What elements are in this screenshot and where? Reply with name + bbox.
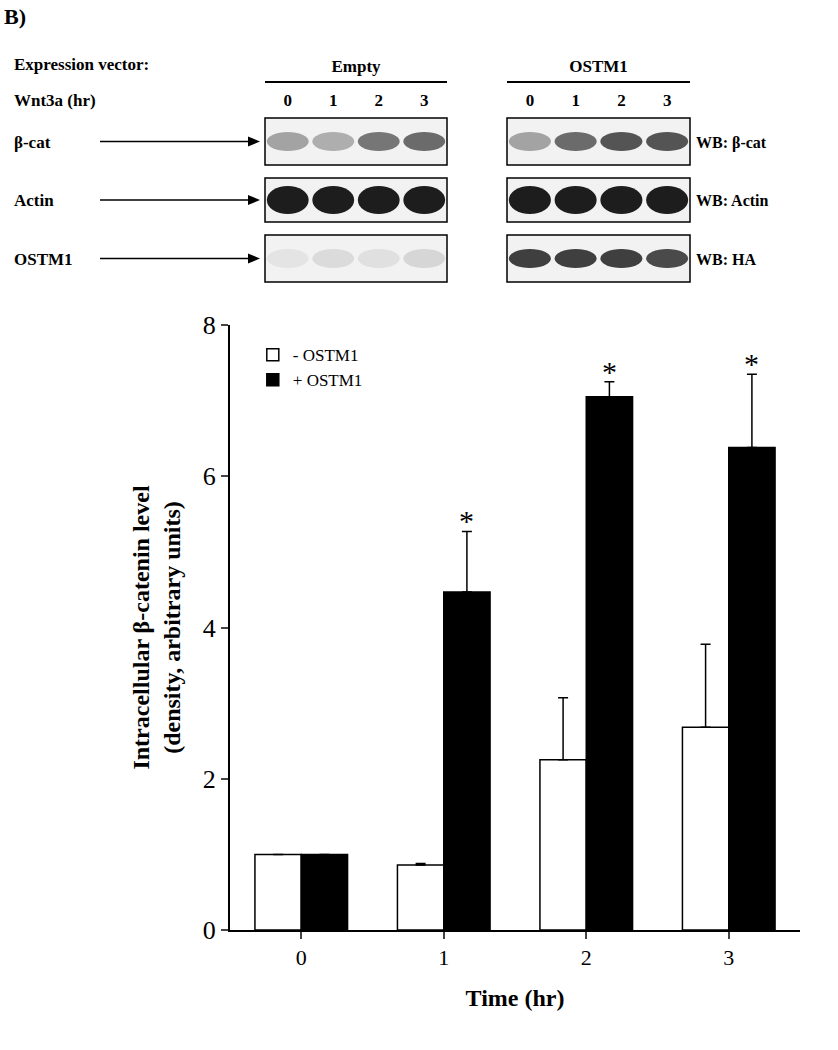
svg-text:*: * [744, 347, 759, 380]
svg-text:Actin: Actin [14, 191, 54, 210]
svg-text:1: 1 [438, 945, 449, 970]
svg-text:Empty: Empty [331, 57, 381, 76]
svg-text:1: 1 [329, 91, 338, 110]
svg-text:B): B) [4, 4, 26, 29]
svg-text:Time (hr): Time (hr) [466, 985, 565, 1011]
svg-text:2: 2 [203, 765, 216, 794]
svg-text:OSTM1: OSTM1 [569, 57, 628, 76]
svg-text:WB: HA: WB: HA [696, 251, 756, 268]
svg-text:*: * [602, 355, 617, 388]
svg-text:3: 3 [420, 91, 429, 110]
svg-text:0: 0 [203, 916, 216, 945]
svg-text:3: 3 [723, 945, 734, 970]
svg-text:+ OSTM1: + OSTM1 [293, 371, 363, 390]
svg-text:Wnt3a (hr): Wnt3a (hr) [14, 91, 96, 110]
svg-text:0: 0 [284, 91, 293, 110]
svg-text:- OSTM1: - OSTM1 [293, 346, 359, 365]
svg-text:0: 0 [296, 945, 307, 970]
svg-text:2: 2 [581, 945, 592, 970]
svg-text:2: 2 [617, 91, 626, 110]
svg-text:WB: β-cat: WB: β-cat [696, 134, 767, 152]
svg-text:1: 1 [571, 91, 580, 110]
svg-text:Intracellular β-catenin level(: Intracellular β-catenin level(density, a… [128, 485, 185, 769]
svg-text:6: 6 [203, 462, 216, 491]
svg-text:8: 8 [203, 311, 216, 340]
svg-text:2: 2 [375, 91, 384, 110]
svg-text:*: * [459, 504, 474, 537]
svg-text:3: 3 [663, 91, 672, 110]
svg-text:0: 0 [526, 91, 535, 110]
svg-text:WB: Actin: WB: Actin [696, 192, 769, 209]
svg-text:β-cat: β-cat [14, 133, 51, 152]
svg-text:4: 4 [203, 614, 216, 643]
svg-text:Expression vector:: Expression vector: [14, 55, 149, 74]
svg-text:OSTM1: OSTM1 [14, 250, 73, 269]
